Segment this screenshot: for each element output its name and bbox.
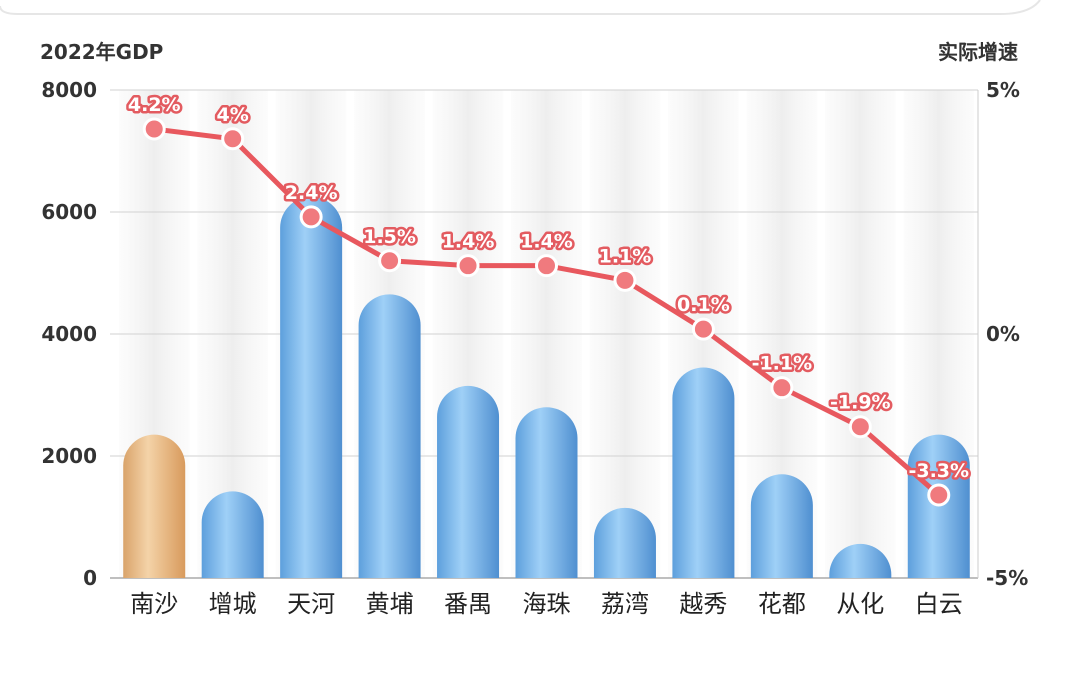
growth-data-label: -1.1% — [752, 353, 813, 375]
growth-point — [378, 249, 402, 273]
growth-data-label: -1.9% — [830, 392, 891, 414]
growth-point — [142, 117, 166, 141]
category-label: 从化 — [836, 590, 884, 618]
category-label: 白云 — [915, 590, 963, 618]
gdp-bar — [672, 367, 735, 578]
growth-point — [770, 376, 794, 400]
growth-point — [613, 268, 637, 292]
gdp-bar — [829, 543, 892, 578]
growth-point — [848, 415, 872, 439]
growth-data-label: 1.4% — [520, 231, 573, 253]
left-axis-tick-label: 0 — [83, 566, 97, 590]
growth-data-label: 4% — [217, 104, 249, 126]
growth-data-label: 0.1% — [677, 294, 730, 316]
left-axis-ticks: 0 2000 4000 6000 8000 — [41, 78, 97, 590]
left-axis-tick-label: 6000 — [41, 200, 97, 224]
growth-point — [221, 127, 245, 151]
left-axis-title: 2022年GDP — [40, 40, 163, 64]
left-axis-tick-label: 8000 — [41, 78, 97, 102]
left-axis-tick-label: 2000 — [41, 444, 97, 468]
growth-data-label: -3.3% — [908, 460, 969, 482]
category-labels: 南沙 增城 天河 黄埔 番禺 海珠 荔湾 越秀 花都 从化 白云 — [130, 590, 963, 618]
growth-point — [927, 483, 951, 507]
growth-point — [456, 254, 480, 278]
growth-point — [691, 317, 715, 341]
category-label: 黄埔 — [366, 590, 414, 618]
right-axis-tick-label: 5% — [986, 78, 1020, 102]
left-axis-tick-label: 4000 — [41, 322, 97, 346]
category-label: 天河 — [287, 590, 335, 618]
category-label: 越秀 — [679, 590, 727, 618]
growth-data-label: 2.4% — [285, 182, 338, 204]
growth-point — [299, 205, 323, 229]
category-label: 花都 — [758, 590, 806, 618]
growth-data-label: 1.4% — [442, 231, 495, 253]
growth-data-label: 1.1% — [599, 245, 652, 267]
right-axis-tick-label: -5% — [986, 566, 1028, 590]
category-label: 增城 — [209, 590, 257, 618]
category-label: 番禺 — [444, 590, 492, 618]
gdp-bar — [515, 407, 578, 578]
right-axis-title: 实际增速 — [938, 40, 1018, 64]
gdp-bar — [280, 196, 343, 578]
gdp-bar — [358, 294, 421, 578]
category-label: 海珠 — [523, 590, 571, 618]
gdp-bar — [201, 491, 264, 578]
gdp-bar — [593, 507, 656, 578]
card-top-edge — [0, 0, 1041, 15]
gdp-bar — [750, 474, 813, 578]
growth-data-label: 1.5% — [363, 226, 416, 248]
gdp-bar — [123, 434, 186, 578]
category-label: 南沙 — [130, 590, 178, 618]
gdp-bars — [123, 196, 970, 578]
category-label: 荔湾 — [601, 590, 649, 618]
growth-data-label: 4.2% — [128, 94, 181, 116]
right-axis-tick-label: 0% — [986, 322, 1020, 346]
growth-line-series: 4.2% 4% 2.4% 1.5% 1.4% 1.4% 1.1% 0.1% -1.1% -1.9%… — [125, 92, 972, 507]
growth-point — [535, 254, 558, 278]
gdp-bar — [437, 385, 500, 578]
right-axis-ticks: -5% 0% 5% — [986, 78, 1028, 590]
